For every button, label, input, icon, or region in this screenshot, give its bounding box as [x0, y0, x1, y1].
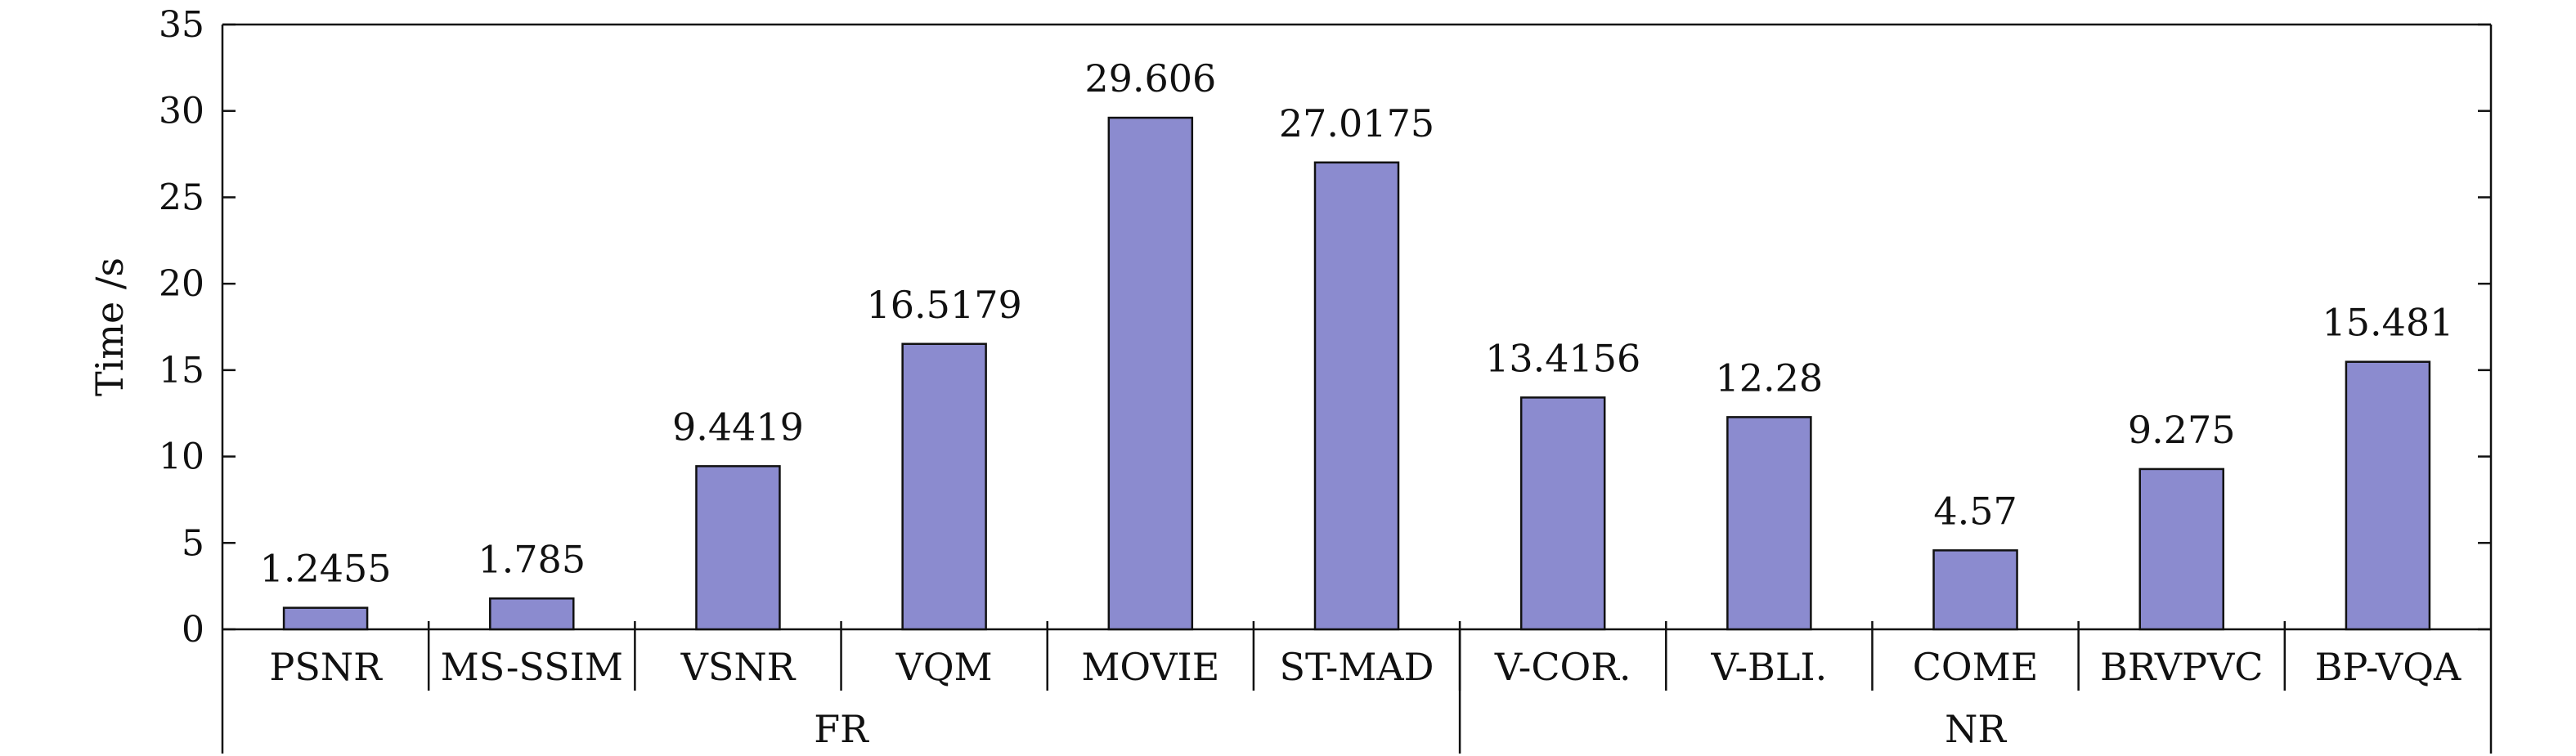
y-tick-label: 20 [159, 263, 204, 305]
x-tick-label: V-BLI. [1711, 645, 1828, 689]
data-label: 9.275 [2128, 408, 2236, 452]
value-labels: 1.2455 1.785 9.4419 16.5179 29.606 27.0175 13.… [260, 56, 2454, 591]
y-tick-label: 15 [159, 350, 204, 391]
y-tick-label: 10 [159, 436, 204, 478]
bar [489, 597, 575, 631]
bar [1313, 161, 1400, 631]
bar [1519, 396, 1606, 631]
bar [901, 342, 987, 631]
data-label: 13.4156 [1485, 336, 1640, 380]
bar [695, 465, 781, 631]
x-tick-label: MS-SSIM [441, 645, 623, 689]
y-tick-label: 25 [159, 177, 204, 218]
x-tick-label: VQM [895, 645, 993, 689]
bar [1107, 116, 1194, 631]
bar [1726, 416, 1812, 631]
bar [2345, 360, 2431, 631]
x-tick-label: BP-VQA [2315, 645, 2462, 689]
data-label: 15.481 [2322, 301, 2453, 345]
x-tick-label: MOVIE [1081, 645, 1219, 689]
data-label: 4.57 [1933, 489, 2017, 533]
y-tick-label: 30 [159, 91, 204, 132]
bar [2138, 467, 2224, 631]
y-axis: 0 5 10 15 20 25 30 35 [159, 4, 2491, 651]
bar [282, 606, 369, 631]
data-label: 16.5179 [867, 283, 1022, 327]
x-tick-label: ST-MAD [1279, 645, 1434, 689]
bar [1932, 549, 2018, 631]
data-label: 12.28 [1716, 356, 1824, 400]
x-tick-label: V-COR. [1494, 645, 1631, 689]
y-tick-label: 0 [182, 609, 204, 651]
data-label: 27.0175 [1279, 101, 1434, 145]
bars [282, 116, 2431, 631]
group-label: NR [1945, 707, 2007, 751]
x-axis: PSNR MS-SSIM VSNR VQM MOVIE ST-MAD V-COR. V-BLI… [269, 621, 2462, 754]
y-axis-title: Time /s [88, 257, 132, 396]
x-tick-label: PSNR [269, 645, 383, 689]
y-tick-label: 35 [159, 4, 204, 46]
x-tick-label: VSNR [680, 645, 797, 689]
data-label: 1.785 [478, 537, 586, 581]
group-label: FR [814, 707, 869, 751]
data-label: 1.2455 [260, 547, 392, 591]
x-tick-label: COME [1913, 645, 2039, 689]
y-tick-label: 5 [182, 522, 204, 564]
data-label: 9.4419 [672, 405, 804, 449]
data-label: 29.606 [1084, 56, 1216, 101]
x-tick-label: BRVPVC [2100, 645, 2263, 689]
